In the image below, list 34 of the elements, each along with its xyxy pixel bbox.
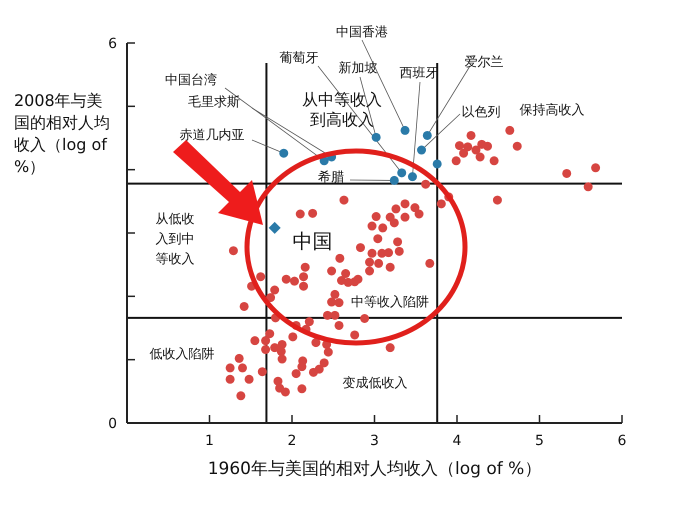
xtick: 1	[205, 433, 214, 449]
xtick: 6	[618, 433, 626, 449]
ylabel: 2008年与美国的相对人均收入（log of %）	[14, 90, 111, 178]
annotation: 中国台湾	[165, 73, 217, 88]
annotation: 低收入陷阱	[150, 347, 214, 362]
point	[390, 176, 399, 185]
annotation: 葡萄牙	[280, 51, 318, 66]
annotation: 毛里求斯	[188, 95, 240, 110]
xtick: 4	[452, 433, 462, 449]
annotation: 变成低收入	[342, 376, 408, 391]
xtick: 2	[288, 433, 296, 449]
annotation: 从低收入到中等收入	[156, 212, 194, 267]
point	[400, 126, 410, 135]
xtick: 3	[370, 433, 379, 449]
annotation: 保持高收入	[520, 103, 584, 118]
point	[372, 132, 381, 142]
point	[279, 148, 288, 158]
ytick: 6	[108, 36, 117, 52]
ytick: 0	[108, 416, 117, 432]
point	[422, 130, 432, 140]
annotation: 中国	[292, 228, 333, 253]
annotation: 中国香港	[336, 25, 388, 40]
point	[397, 168, 406, 178]
annotation: 新加坡	[338, 61, 378, 76]
xlabel: 1960年与美国的相对人均收入（log of %）	[208, 459, 542, 479]
annotation: 赤道几内亚	[180, 128, 244, 143]
annotation: 以色列	[462, 105, 500, 120]
point	[432, 159, 442, 168]
annotation: 希腊	[318, 170, 344, 185]
xtick: 5	[535, 433, 544, 449]
point	[417, 146, 426, 155]
annotation: 爱尔兰	[464, 55, 504, 70]
annotation: 中等收入陷阱	[351, 295, 429, 310]
point	[408, 172, 417, 182]
